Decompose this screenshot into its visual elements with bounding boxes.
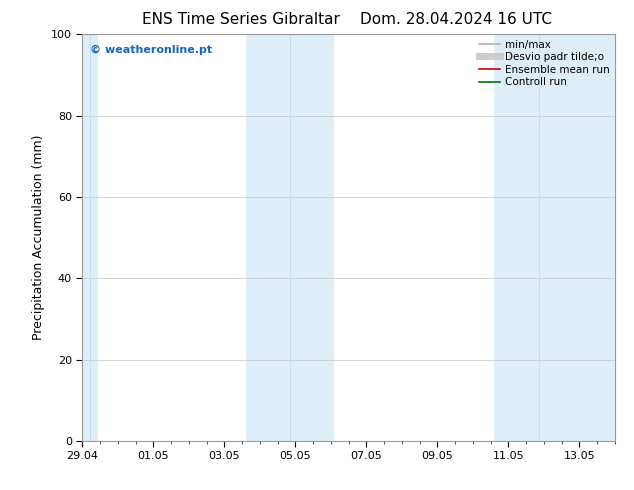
Text: ENS Time Series Gibraltar: ENS Time Series Gibraltar	[142, 12, 340, 27]
Y-axis label: Precipitation Accumulation (mm): Precipitation Accumulation (mm)	[32, 135, 46, 341]
Bar	[246, 34, 335, 441]
Bar	[81, 34, 98, 441]
Text: Dom. 28.04.2024 16 UTC: Dom. 28.04.2024 16 UTC	[361, 12, 552, 27]
Bar	[495, 34, 619, 441]
Legend: min/max, Desvio padr tilde;o, Ensemble mean run, Controll run: min/max, Desvio padr tilde;o, Ensemble m…	[476, 36, 613, 91]
Text: © weatheronline.pt: © weatheronline.pt	[91, 45, 212, 54]
